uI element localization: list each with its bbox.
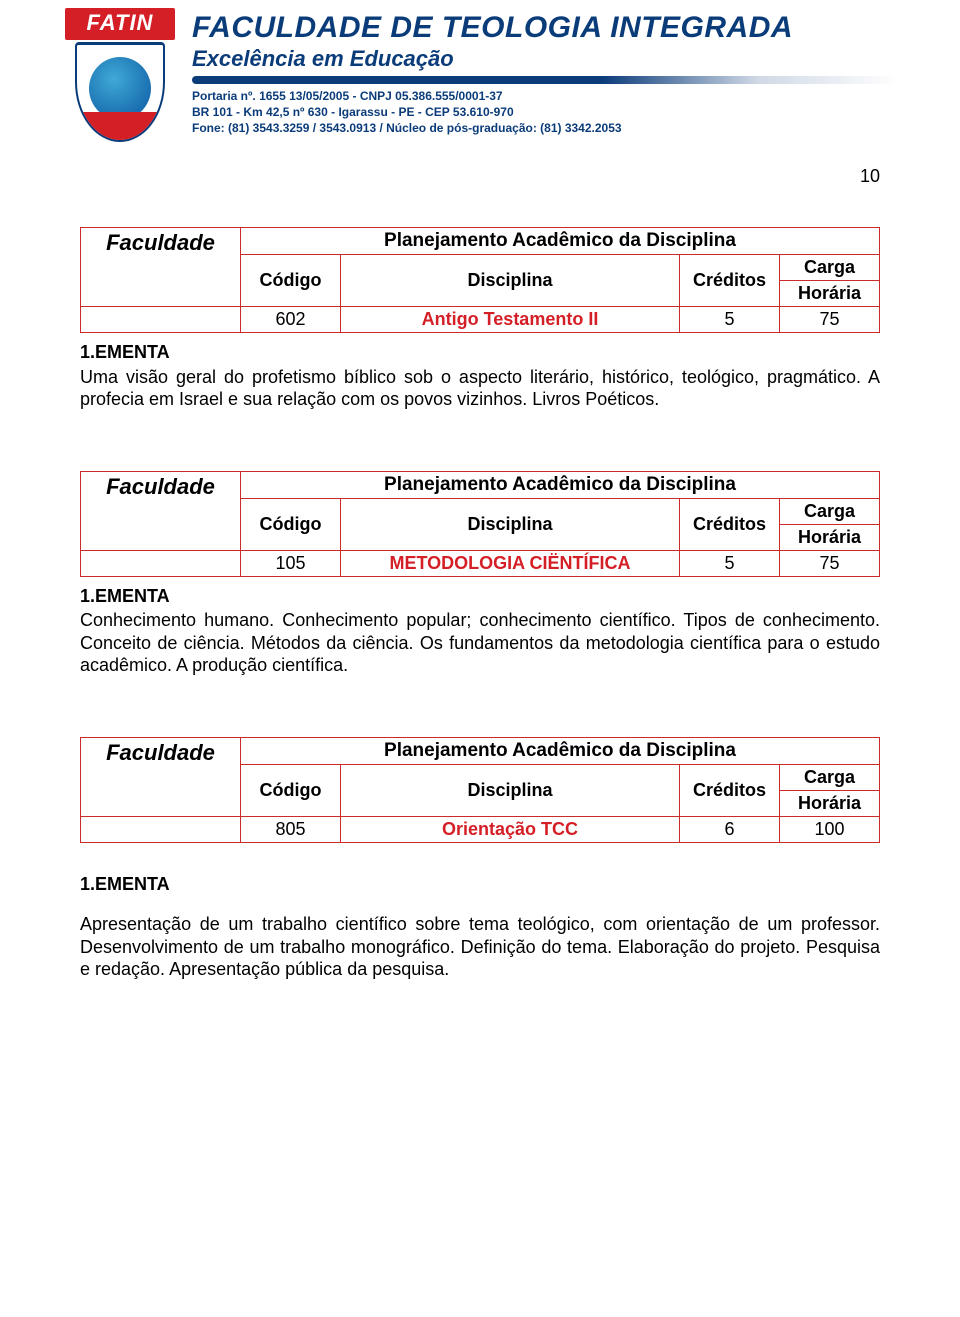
header-band <box>192 76 900 84</box>
faculdade-cell: Faculdade <box>81 737 241 816</box>
col-disciplina: Disciplina <box>341 764 680 816</box>
page-number: 10 <box>80 166 880 187</box>
disciplina-value: METODOLOGIA CIËNTÍFICA <box>341 550 680 576</box>
empty-cell <box>81 550 241 576</box>
col-carga: Carga <box>780 498 880 524</box>
brand-badge: FATIN <box>65 8 175 40</box>
col-creditos: Créditos <box>680 255 780 307</box>
ementa-block: 1.EMENTA Apresentação de um trabalho cie… <box>80 873 880 981</box>
discipline-table: Faculdade Planejamento Acadêmico da Disc… <box>80 737 880 843</box>
col-carga: Carga <box>780 255 880 281</box>
codigo-value: 805 <box>241 816 341 842</box>
ementa-text: Apresentação de um trabalho científico s… <box>80 913 880 981</box>
disciplina-value: Antigo Testamento II <box>341 307 680 333</box>
discipline-table: Faculdade Planejamento Acadêmico da Disc… <box>80 471 880 577</box>
ementa-text: Uma visão geral do profetismo bíblico so… <box>80 366 880 411</box>
discipline-table: Faculdade Planejamento Acadêmico da Disc… <box>80 227 880 333</box>
meta-line: BR 101 - Km 42,5 nº 630 - Igarassu - PE … <box>192 104 900 120</box>
ementa-label: 1.EMENTA <box>80 585 880 608</box>
col-horaria: Horária <box>780 524 880 550</box>
shield-icon <box>75 42 165 142</box>
carga-value: 75 <box>780 550 880 576</box>
creditos-value: 5 <box>680 550 780 576</box>
ementa-block: 1.EMENTA Conhecimento humano. Conhecimen… <box>80 585 880 677</box>
col-codigo: Código <box>241 498 341 550</box>
creditos-value: 5 <box>680 307 780 333</box>
col-carga: Carga <box>780 764 880 790</box>
codigo-value: 602 <box>241 307 341 333</box>
col-horaria: Horária <box>780 281 880 307</box>
disciplina-value: Orientação TCC <box>341 816 680 842</box>
col-disciplina: Disciplina <box>341 498 680 550</box>
institution-name: FACULDADE DE TEOLOGIA INTEGRADA <box>192 12 900 44</box>
empty-cell <box>81 307 241 333</box>
page-content: 10 Faculdade Planejamento Acadêmico da D… <box>0 146 960 1041</box>
carga-value: 100 <box>780 816 880 842</box>
institution-block: FACULDADE DE TEOLOGIA INTEGRADA Excelênc… <box>192 8 900 136</box>
faculdade-cell: Faculdade <box>81 228 241 307</box>
institution-meta: Portaria nº. 1655 13/05/2005 - CNPJ 05.3… <box>192 88 900 137</box>
plan-title-cell: Planejamento Acadêmico da Disciplina <box>241 228 880 255</box>
codigo-value: 105 <box>241 550 341 576</box>
plan-title-cell: Planejamento Acadêmico da Disciplina <box>241 737 880 764</box>
col-disciplina: Disciplina <box>341 255 680 307</box>
plan-title-cell: Planejamento Acadêmico da Disciplina <box>241 471 880 498</box>
letterhead: FATIN FACULDADE DE TEOLOGIA INTEGRADA Ex… <box>0 0 960 146</box>
col-horaria: Horária <box>780 790 880 816</box>
logo-block: FATIN <box>60 8 180 142</box>
ementa-label: 1.EMENTA <box>80 341 880 364</box>
meta-line: Fone: (81) 3543.3259 / 3543.0913 / Núcle… <box>192 120 900 136</box>
ementa-block: 1.EMENTA Uma visão geral do profetismo b… <box>80 341 880 411</box>
col-creditos: Créditos <box>680 764 780 816</box>
col-creditos: Créditos <box>680 498 780 550</box>
col-codigo: Código <box>241 255 341 307</box>
meta-line: Portaria nº. 1655 13/05/2005 - CNPJ 05.3… <box>192 88 900 104</box>
col-codigo: Código <box>241 764 341 816</box>
carga-value: 75 <box>780 307 880 333</box>
empty-cell <box>81 816 241 842</box>
creditos-value: 6 <box>680 816 780 842</box>
institution-slogan: Excelência em Educação <box>192 46 900 72</box>
ementa-label: 1.EMENTA <box>80 873 880 896</box>
ementa-text: Conhecimento humano. Conhecimento popula… <box>80 609 880 677</box>
faculdade-cell: Faculdade <box>81 471 241 550</box>
